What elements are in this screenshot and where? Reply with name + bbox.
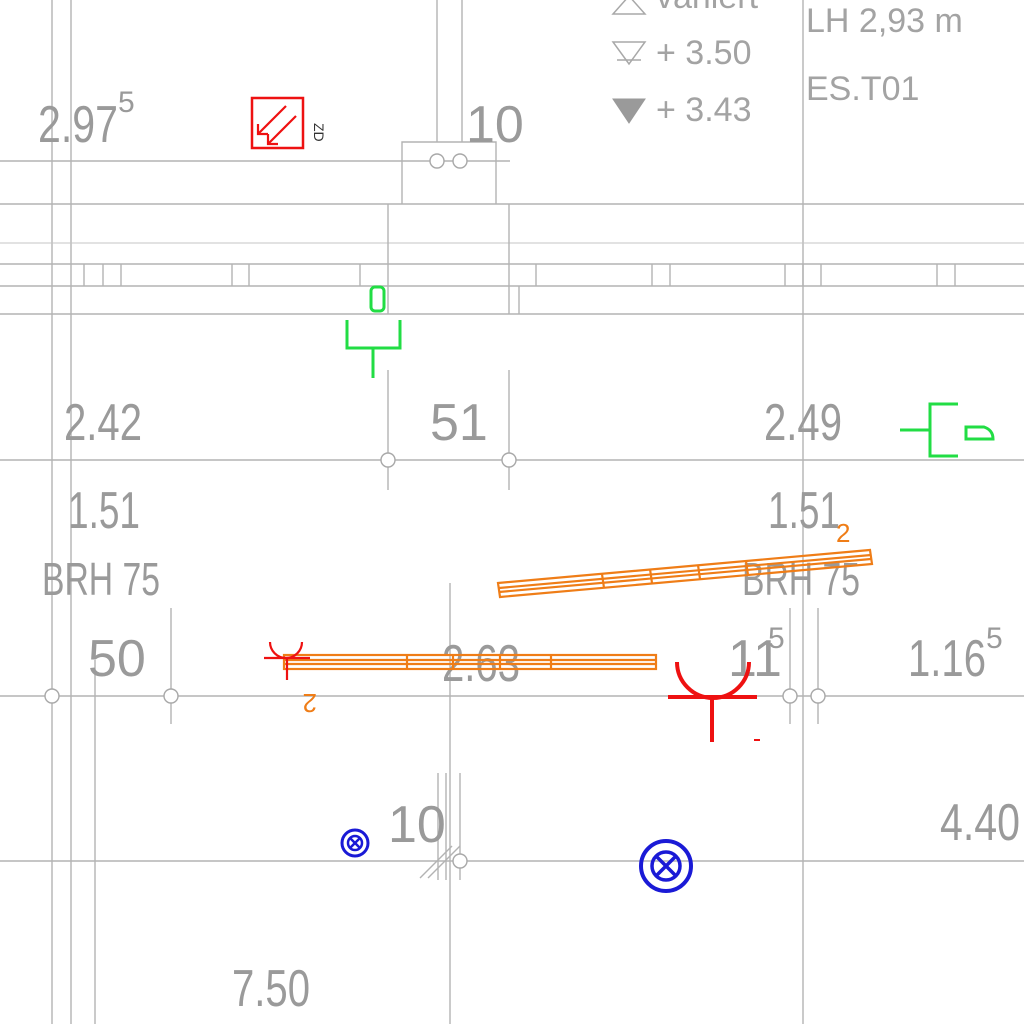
outlet-symbol-top [345,285,402,378]
radiator-tag: 2 [303,688,317,718]
dimension-markers [44,153,826,869]
room-code: ES.T01 [806,70,919,108]
dimension-value: 2.97 [38,96,118,154]
dimension-value: 7.50 [232,960,310,1018]
room-height: LH 2,93 m [806,2,963,40]
dimension-superscript: 5 [118,86,135,119]
room-stamp: LH 2,93 m ES.T01 [806,2,963,108]
dimension-marker [501,452,517,468]
dimension-value: 10 [388,796,446,854]
floor-drain-small [340,828,370,858]
dimension-value: 2.42 [64,394,142,452]
dimension-value: 10 [466,96,524,154]
fire-damper-box [250,96,305,150]
switch-icon [964,425,995,441]
drain-ring [639,839,693,893]
dimension-value: 50 [88,630,146,688]
dimension-value: 4.40 [940,794,1020,852]
dimension-marker [429,153,445,169]
power-socket-large [668,661,760,742]
dimension-value: 2.49 [764,394,842,452]
window-mullions [83,264,956,286]
dimension-labels: 2.97 5 10 2.42 51 2.49 1.51 1.51 BRH 75 … [38,86,1020,1018]
door-frame [401,141,497,204]
dimension-slash [427,845,461,879]
dimension-marker [782,688,798,704]
level-finished-label: + 3.43 [656,91,751,129]
fire-damper-symbol: ZD [250,96,327,150]
dimension-superscript: 5 [986,622,1003,655]
dimension-superscript: 5 [768,622,785,655]
level-raw-label: + 3.50 [656,34,751,72]
level-legend: variiert + 3.50 + 3.43 [611,0,759,129]
socket-icon [345,320,402,350]
drain-ring [340,828,370,858]
radiator-left: 2 [282,653,658,718]
dimension-marker [44,688,60,704]
dimension-value: 1.51 [68,482,140,540]
dimension-marker [380,452,396,468]
window-sill-height: BRH 75 [42,553,160,605]
power-socket-small [264,641,310,680]
dimension-slash [419,845,453,879]
dimension-value: 11 [728,630,782,688]
switch-icon [369,285,386,313]
dimension-value: 1.16 [908,630,986,688]
floor-drain-large [639,839,693,893]
socket-icon [928,402,958,458]
level-variiert-label: variiert [656,0,759,16]
level-variiert-icon [611,0,647,15]
dimension-marker [810,688,826,704]
radiator-tag: 2 [836,518,850,548]
dimension-value: 1.51 [768,482,840,540]
level-raw-icon [611,41,647,66]
radiator-right: 2 [496,518,874,599]
radiator-body [282,653,658,671]
outlet-symbol-right [900,402,995,458]
dimension-value: 51 [430,394,488,452]
dimension-marker [163,688,179,704]
fire-damper-tag: ZD [311,123,327,142]
level-finished-icon [612,98,646,124]
dimension-marker [452,853,468,869]
dimension-marker [452,153,468,169]
